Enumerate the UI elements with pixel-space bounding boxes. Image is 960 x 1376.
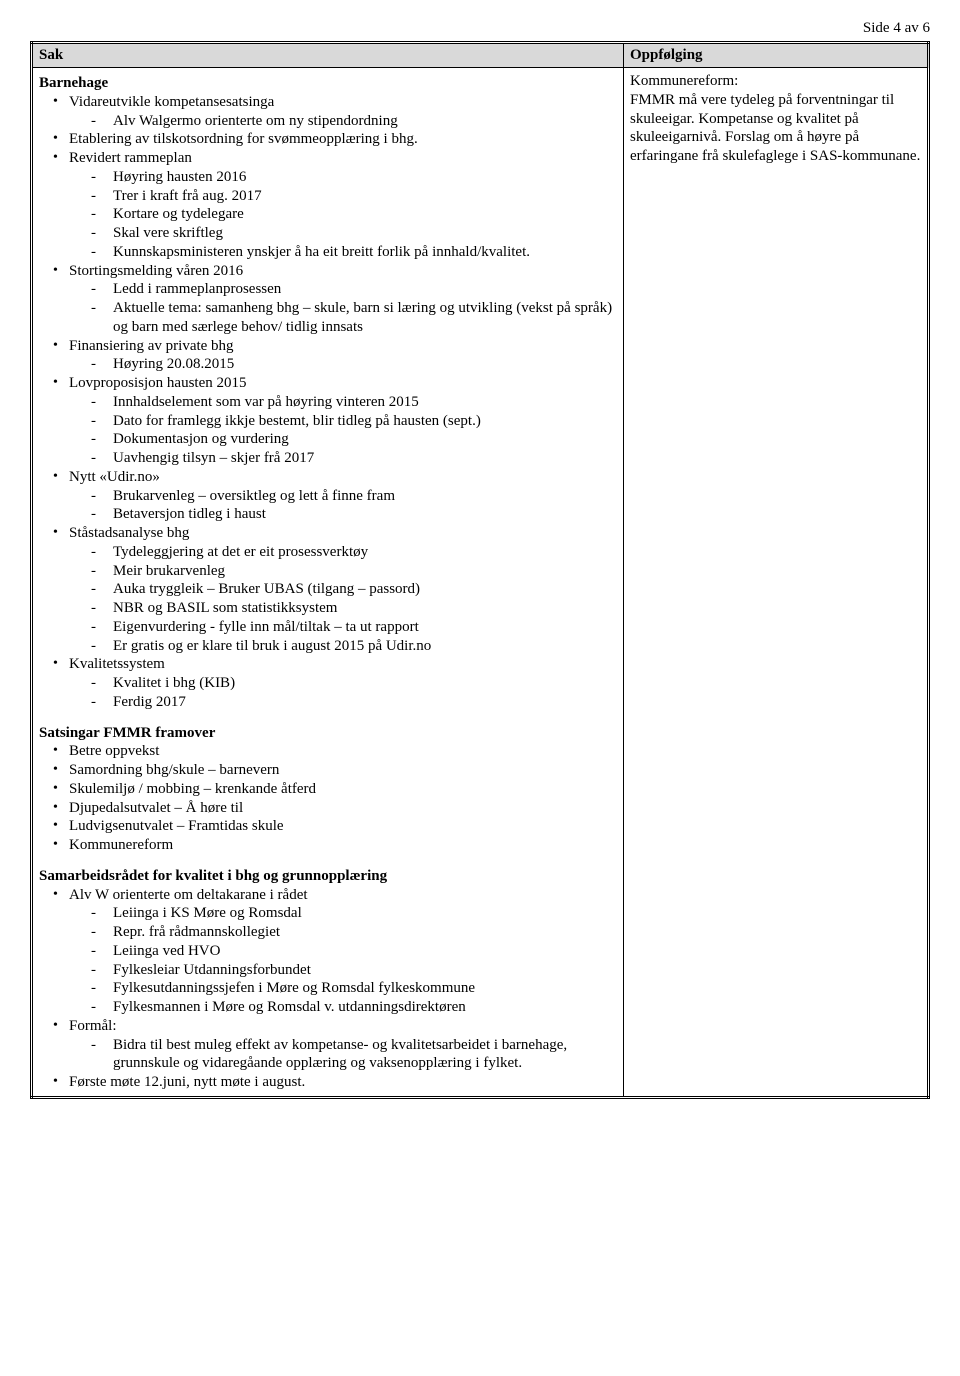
sub-list-item: Meir brukarvenleg [69,562,617,581]
sub-list-item: Er gratis og er klare til bruk i august … [69,637,617,656]
list-item: Første møte 12.juni, nytt møte i august. [39,1073,617,1092]
list-item: Djupedalsutvalet – Å høre til [39,799,617,818]
header-oppfolging: Oppfølging [624,43,929,68]
sub-list-item: Aktuelle tema: samanheng bhg – skule, ba… [69,299,617,337]
sub-list: Brukarvenleg – oversiktleg og lett å fin… [69,487,617,525]
sub-list: Tydeleggjering at det er eit prosessverk… [69,543,617,656]
section-title-satsingar: Satsingar FMMR framover [39,724,617,743]
sub-list-item: Skal vere skriftleg [69,224,617,243]
sub-list-item: Fylkesutdanningssjefen i Møre og Romsdal… [69,979,617,998]
list-samarbeid: Alv W orienterte om deltakarane i rådetL… [39,886,617,1092]
list-item: Etablering av tilskotsordning for svømme… [39,130,617,149]
list-item: Finansiering av private bhgHøyring 20.08… [39,337,617,375]
header-sak: Sak [32,43,624,68]
list-barnehage: Vidareutvikle kompetansesatsingaAlv Walg… [39,93,617,712]
list-item: Lovproposisjon hausten 2015Innhaldseleme… [39,374,617,468]
sub-list-item: Leiinga ved HVO [69,942,617,961]
list-item: Alv W orienterte om deltakarane i rådetL… [39,886,617,1017]
list-item: Kommunereform [39,836,617,855]
sub-list-item: Fylkesmannen i Møre og Romsdal v. utdann… [69,998,617,1017]
sub-list-item: Dato for framlegg ikkje bestemt, blir ti… [69,412,617,431]
list-item: Revidert rammeplanHøyring hausten 2016Tr… [39,149,617,262]
sub-list-item: Ledd i rammeplanprosessen [69,280,617,299]
sub-list: Kvalitet i bhg (KIB)Ferdig 2017 [69,674,617,712]
list-item: Betre oppvekst [39,742,617,761]
sub-list-item: Høyring 20.08.2015 [69,355,617,374]
list-item: Formål:Bidra til best muleg effekt av ko… [39,1017,617,1073]
list-item: Ståstadsanalyse bhgTydeleggjering at det… [39,524,617,655]
list-item: Skulemiljø / mobbing – krenkande åtferd [39,780,617,799]
sub-list: Leiinga i KS Møre og RomsdalRepr. frå rå… [69,904,617,1017]
sub-list-item: Kunnskapsministeren ynskjer å ha eit bre… [69,243,617,262]
sub-list: Innhaldselement som var på høyring vinte… [69,393,617,468]
sub-list: Høyring hausten 2016Trer i kraft frå aug… [69,168,617,262]
sub-list-item: Kortare og tydelegare [69,205,617,224]
sub-list-item: Leiinga i KS Møre og Romsdal [69,904,617,923]
sub-list-item: Bidra til best muleg effekt av kompetans… [69,1036,617,1074]
sub-list-item: Repr. frå rådmannskollegiet [69,923,617,942]
list-item: KvalitetssystemKvalitet i bhg (KIB)Ferdi… [39,655,617,711]
list-item: Vidareutvikle kompetansesatsingaAlv Walg… [39,93,617,131]
sub-list-item: Innhaldselement som var på høyring vinte… [69,393,617,412]
sub-list-item: Betaversjon tidleg i haust [69,505,617,524]
sub-list-item: NBR og BASIL som statistikksystem [69,599,617,618]
document-table: Sak Oppfølging Barnehage Vidareutvikle k… [30,41,930,1099]
sub-list-item: Eigenvurdering - fylle inn mål/tiltak – … [69,618,617,637]
cell-oppfolging: Kommunereform:FMMR må vere tydeleg på fo… [624,68,929,1098]
sub-list: Bidra til best muleg effekt av kompetans… [69,1036,617,1074]
sub-list-item: Trer i kraft frå aug. 2017 [69,187,617,206]
sub-list-item: Alv Walgermo orienterte om ny stipendord… [69,112,617,131]
sub-list-item: Dokumentasjon og vurdering [69,430,617,449]
sub-list-item: Brukarvenleg – oversiktleg og lett å fin… [69,487,617,506]
sub-list-item: Uavhengig tilsyn – skjer frå 2017 [69,449,617,468]
section-title-samarbeid: Samarbeidsrådet for kvalitet i bhg og gr… [39,867,617,886]
list-satsingar: Betre oppvekstSamordning bhg/skule – bar… [39,742,617,855]
page-number: Side 4 av 6 [30,20,930,37]
oppfolging-text: Kommunereform:FMMR må vere tydeleg på fo… [630,72,921,166]
list-item: Samordning bhg/skule – barnevern [39,761,617,780]
sub-list-item: Tydeleggjering at det er eit prosessverk… [69,543,617,562]
sub-list-item: Fylkesleiar Utdanningsforbundet [69,961,617,980]
list-item: Stortingsmelding våren 2016Ledd i rammep… [39,262,617,337]
sub-list-item: Høyring hausten 2016 [69,168,617,187]
sub-list-item: Ferdig 2017 [69,693,617,712]
sub-list: Høyring 20.08.2015 [69,355,617,374]
cell-sak: Barnehage Vidareutvikle kompetansesatsin… [32,68,624,1098]
list-item: Ludvigsenutvalet – Framtidas skule [39,817,617,836]
section-title-barnehage: Barnehage [39,74,617,93]
list-item: Nytt «Udir.no»Brukarvenleg – oversiktleg… [39,468,617,524]
sub-list: Alv Walgermo orienterte om ny stipendord… [69,112,617,131]
sub-list-item: Kvalitet i bhg (KIB) [69,674,617,693]
sub-list: Ledd i rammeplanprosessenAktuelle tema: … [69,280,617,336]
sub-list-item: Auka tryggleik – Bruker UBAS (tilgang – … [69,580,617,599]
